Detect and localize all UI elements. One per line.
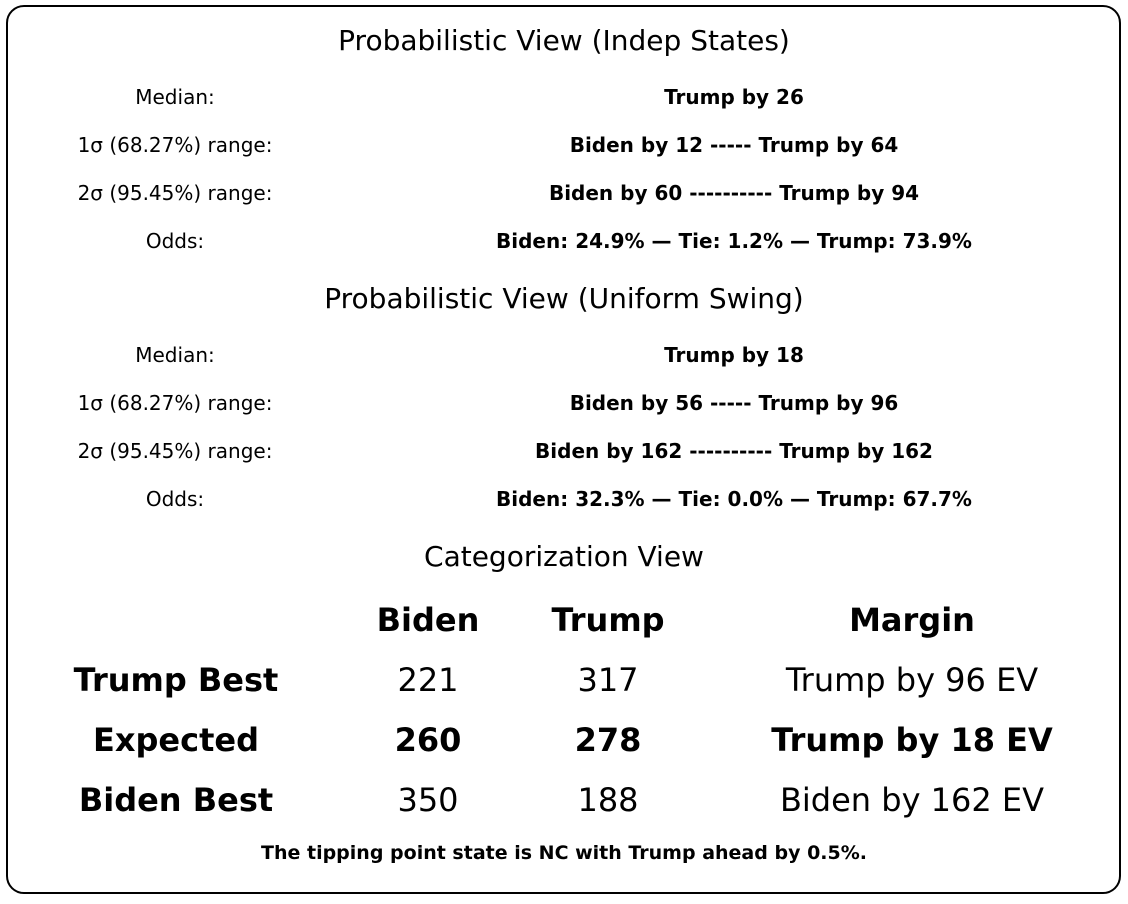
row-expected-biden: 260	[394, 721, 462, 759]
uniform-section-title: Probabilistic View (Uniform Swing)	[324, 282, 804, 315]
row-biden-best-trump: 188	[577, 781, 639, 819]
indep-median-value: Trump by 26	[664, 85, 804, 109]
categorization-section-title: Categorization View	[424, 540, 704, 573]
uniform-2sigma-value: Biden by 162 ---------- Trump by 162	[535, 439, 933, 463]
header-biden: Biden	[376, 601, 480, 639]
uniform-median-value: Trump by 18	[664, 343, 804, 367]
row-biden-best-biden: 350	[397, 781, 459, 819]
row-expected-margin: Trump by 18 EV	[771, 721, 1053, 759]
indep-1sigma-value: Biden by 12 ----- Trump by 64	[569, 133, 899, 157]
uniform-median-label: Median:	[135, 343, 215, 367]
uniform-1sigma-label: 1σ (68.27%) range:	[77, 391, 273, 415]
row-expected-trump: 278	[574, 721, 642, 759]
uniform-2sigma-label: 2σ (95.45%) range:	[77, 439, 273, 463]
uniform-odds-value: Biden: 32.3% — Tie: 0.0% — Trump: 67.7%	[496, 487, 972, 511]
indep-median-label: Median:	[135, 85, 215, 109]
indep-odds-value: Biden: 24.9% — Tie: 1.2% — Trump: 73.9%	[496, 229, 972, 253]
indep-2sigma-label: 2σ (95.45%) range:	[77, 181, 273, 205]
uniform-1sigma-value: Biden by 56 ----- Trump by 96	[569, 391, 899, 415]
indep-2sigma-value: Biden by 60 ---------- Trump by 94	[548, 181, 920, 205]
row-biden-best-label: Biden Best	[78, 781, 274, 819]
row-trump-best-margin: Trump by 96 EV	[785, 661, 1039, 699]
indep-1sigma-label: 1σ (68.27%) range:	[77, 133, 273, 157]
summary-panel	[6, 5, 1121, 894]
row-trump-best-label: Trump Best	[73, 661, 279, 699]
indep-section-title: Probabilistic View (Indep States)	[338, 24, 790, 57]
tipping-point-note: The tipping point state is NC with Trump…	[261, 842, 867, 864]
indep-odds-label: Odds:	[145, 229, 205, 253]
row-trump-best-trump: 317	[577, 661, 639, 699]
uniform-odds-label: Odds:	[145, 487, 205, 511]
header-trump: Trump	[551, 601, 665, 639]
header-margin: Margin	[849, 601, 975, 639]
row-biden-best-margin: Biden by 162 EV	[779, 781, 1045, 819]
row-expected-label: Expected	[93, 721, 259, 759]
row-trump-best-biden: 221	[397, 661, 459, 699]
